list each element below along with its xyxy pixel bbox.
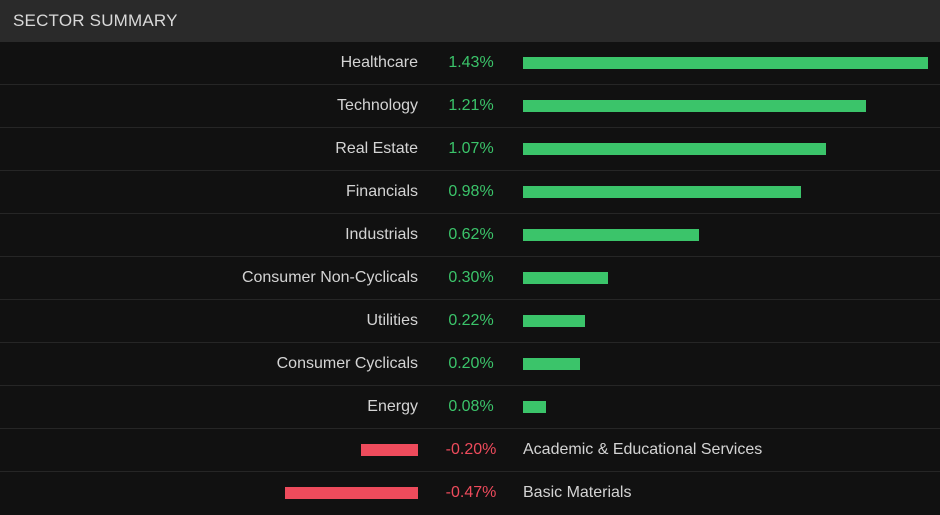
sector-name: Industrials	[345, 226, 418, 243]
sector-change-label: 1.43%	[448, 54, 494, 71]
sector-row: Utilities 0.22%	[0, 300, 940, 343]
sector-row: Technology 1.21%	[0, 85, 940, 128]
sector-row: Consumer Non-Cyclicals 0.30%	[0, 257, 940, 300]
sector-change-label: 0.20%	[448, 355, 494, 372]
sector-change-label: 1.21%	[448, 97, 494, 114]
widget-title: SECTOR SUMMARY	[13, 11, 178, 30]
sector-change-label: 0.30%	[448, 269, 494, 286]
sector-bar	[523, 229, 699, 241]
sector-name: Technology	[337, 97, 418, 114]
sector-name: Financials	[345, 183, 418, 200]
sector-bar	[285, 487, 418, 499]
sector-bar	[523, 100, 866, 112]
sector-row: Financials 0.98%	[0, 171, 940, 214]
sector-change-label: -0.47%	[445, 484, 497, 501]
sector-change-label: 1.07%	[448, 140, 494, 157]
sector-bar	[523, 315, 585, 327]
sector-bar	[361, 444, 418, 456]
sector-bar	[523, 57, 928, 69]
sector-bar	[523, 272, 608, 284]
sector-bar	[523, 143, 826, 155]
sector-change-label: 0.22%	[448, 312, 494, 329]
sector-name: Consumer Cyclicals	[276, 355, 418, 372]
sector-change-label: 0.08%	[448, 398, 494, 415]
sector-name: Academic & Educational Services	[523, 441, 763, 458]
sector-name: Utilities	[366, 312, 418, 329]
sector-row: Industrials 0.62%	[0, 214, 940, 257]
sector-bar	[523, 358, 580, 370]
sector-row: Basic Materials -0.47%	[0, 472, 940, 515]
sector-row: Healthcare 1.43%	[0, 42, 940, 85]
sector-name: Energy	[367, 398, 418, 415]
sector-name: Healthcare	[340, 54, 418, 71]
sector-row: Consumer Cyclicals 0.20%	[0, 343, 940, 386]
sector-change-label: 0.62%	[448, 226, 494, 243]
sector-bar	[523, 186, 801, 198]
sector-row: Academic & Educational Services -0.20%	[0, 429, 940, 472]
sector-row: Real Estate 1.07%	[0, 128, 940, 171]
sector-bar	[523, 401, 546, 413]
sector-row: Energy 0.08%	[0, 386, 940, 429]
sector-name: Consumer Non-Cyclicals	[241, 269, 418, 286]
sector-change-label: 0.98%	[448, 183, 494, 200]
sector-name: Real Estate	[335, 140, 418, 157]
sector-rows: Healthcare 1.43% Technology 1.21% Real Estat…	[0, 42, 940, 515]
widget-header: SECTOR SUMMARY	[0, 0, 940, 42]
sector-name: Basic Materials	[523, 484, 632, 501]
sector-change-label: -0.20%	[445, 441, 497, 458]
